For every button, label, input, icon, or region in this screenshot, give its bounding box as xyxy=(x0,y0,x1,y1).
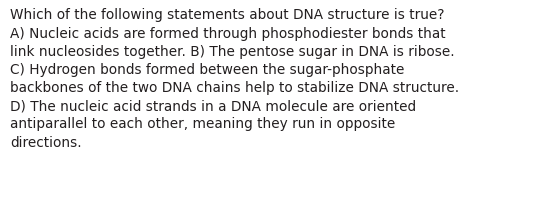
Text: Which of the following statements about DNA structure is true?
A) Nucleic acids : Which of the following statements about … xyxy=(10,8,459,150)
